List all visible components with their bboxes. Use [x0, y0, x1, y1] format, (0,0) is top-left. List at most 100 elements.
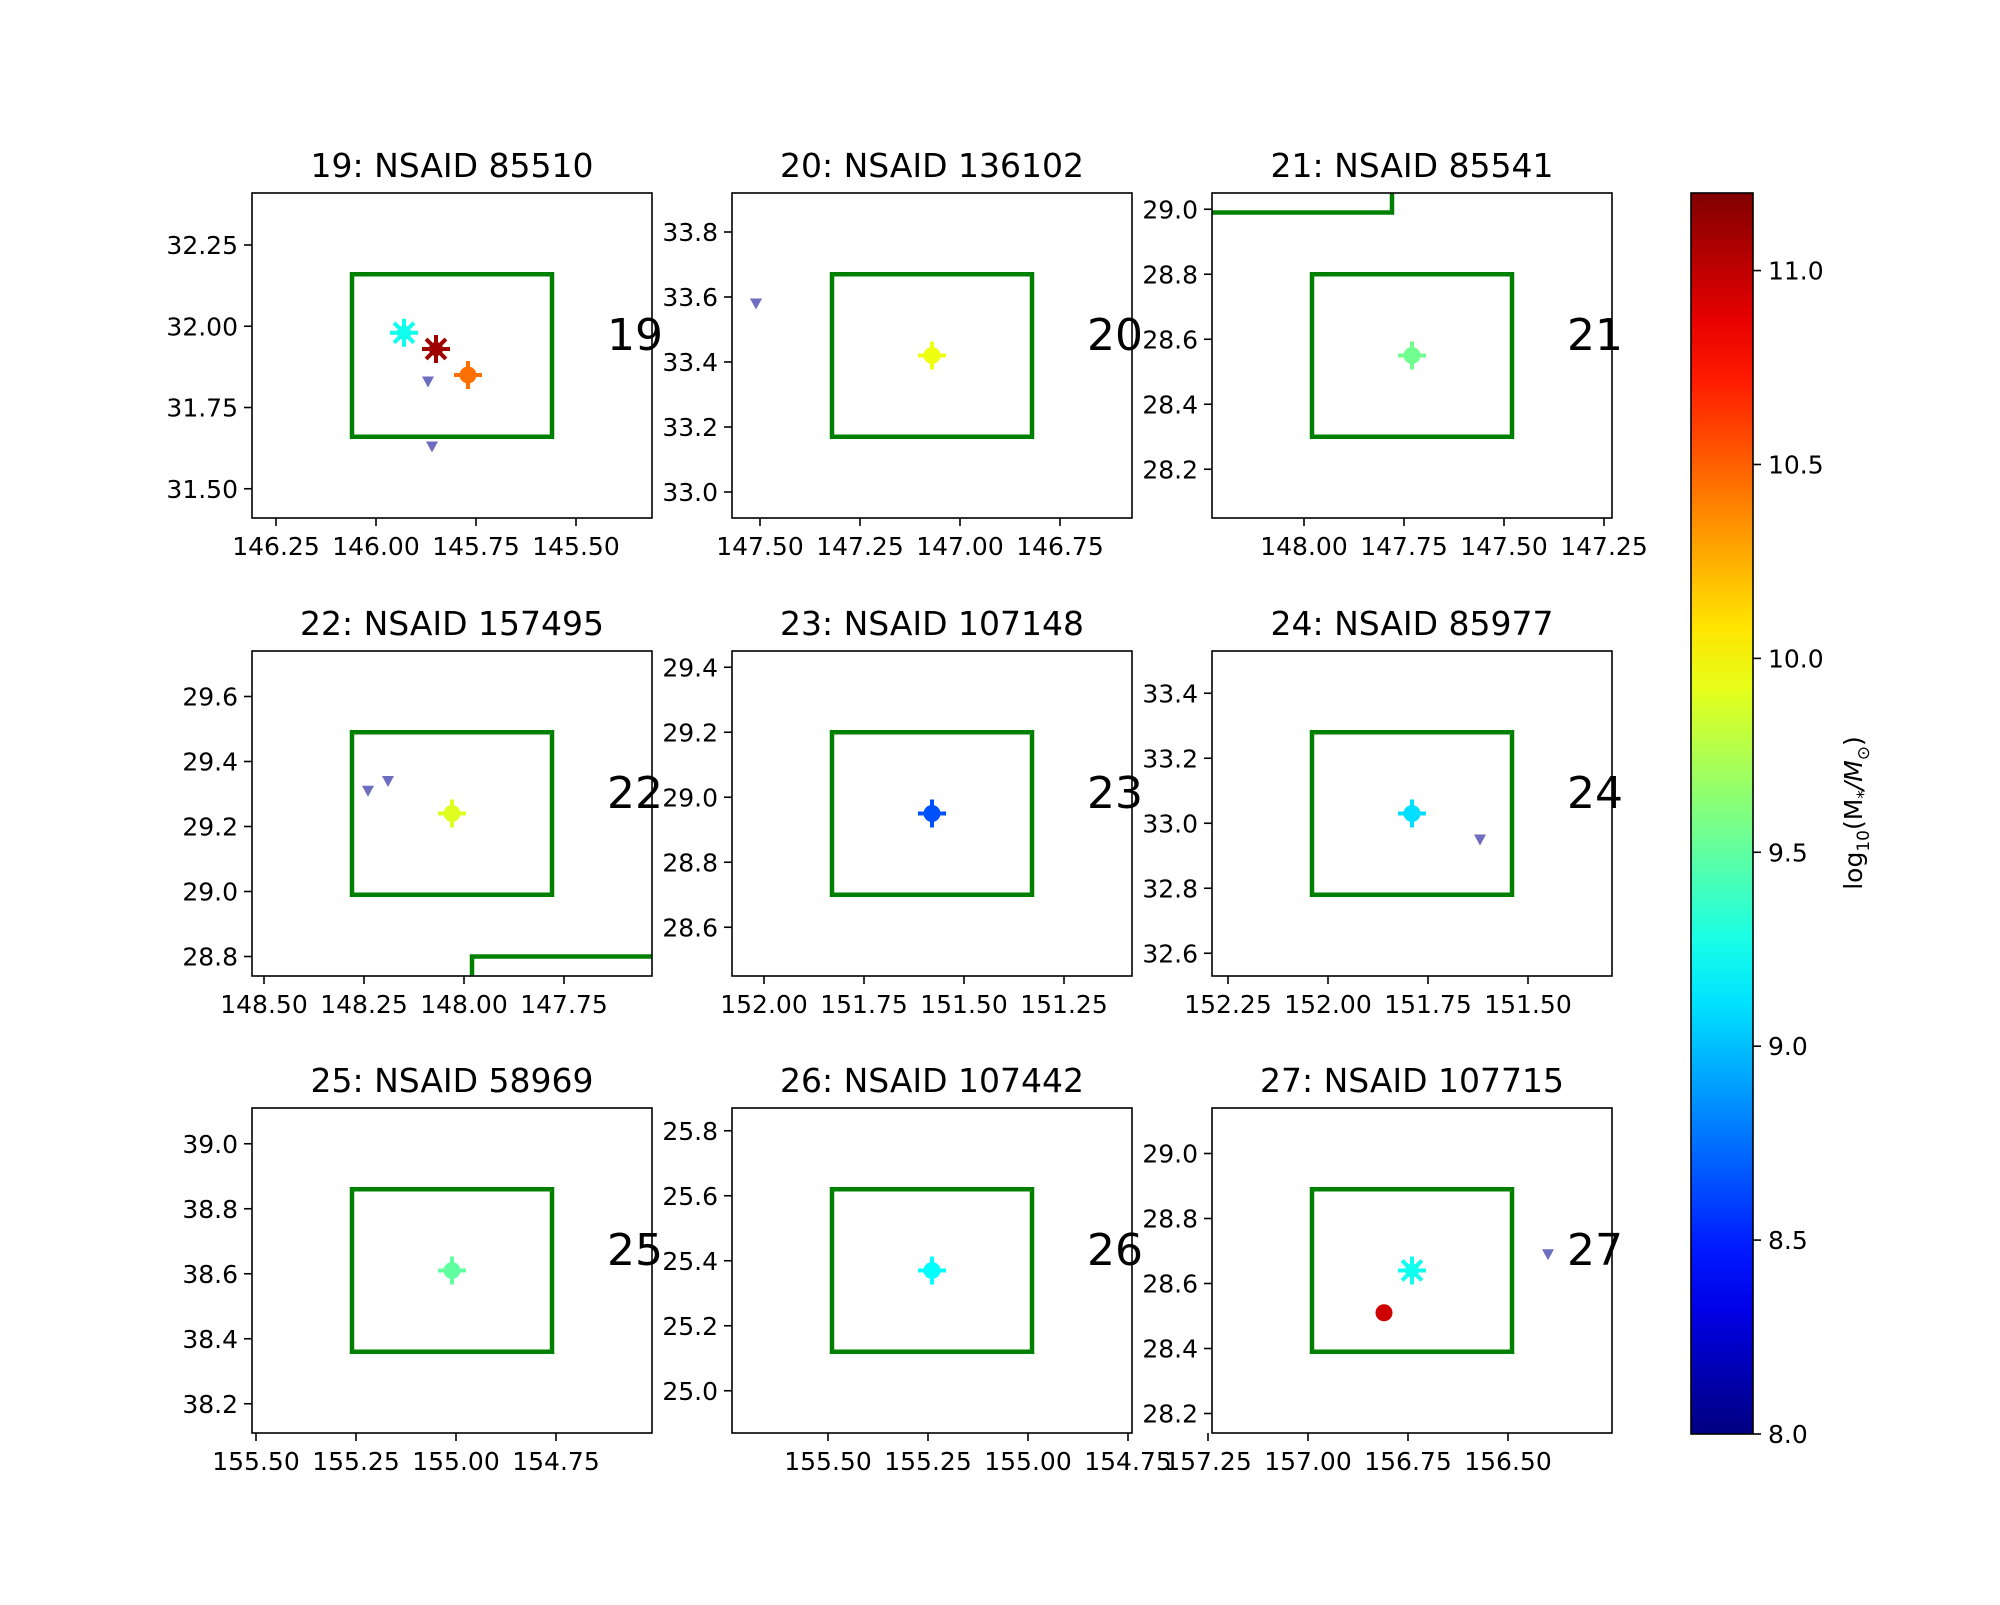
y-tick-label: 25.6 — [662, 1182, 718, 1211]
axes-frame — [731, 192, 1133, 519]
y-tick-label: 33.6 — [662, 283, 718, 312]
x-tick-label: 155.25 — [884, 1447, 971, 1476]
x-tick-label: 148.50 — [220, 990, 307, 1019]
y-tick-label: 33.2 — [662, 413, 718, 442]
y-tick-label: 28.8 — [1142, 1205, 1198, 1234]
y-tick-label: 38.8 — [182, 1195, 238, 1224]
plot-area — [750, 272, 1035, 439]
y-tick-label: 28.4 — [1142, 1335, 1198, 1364]
x-tick-label: 151.75 — [820, 990, 907, 1019]
y-tick-label: 38.6 — [182, 1260, 238, 1289]
x-tick-label: 148.25 — [320, 990, 407, 1019]
x-tick-label: 147.50 — [716, 532, 803, 561]
galaxy-point — [918, 341, 946, 370]
colorbar-tick-label: 9.0 — [1768, 1032, 1808, 1061]
galaxy-point-star — [422, 335, 450, 363]
y-tick-label: 28.2 — [1142, 1400, 1198, 1429]
x-tick-label: 155.25 — [312, 1447, 399, 1476]
panel-index-label: 21 — [1567, 310, 1623, 361]
y-tick-label: 38.2 — [182, 1390, 238, 1419]
panel-index-label: 22 — [607, 768, 663, 819]
colorbar-tick-label: 10.5 — [1768, 450, 1824, 479]
y-tick-label: 28.6 — [662, 913, 718, 942]
x-tick-label: 154.75 — [1084, 1447, 1171, 1476]
panel-grid: 146.25 146.00 145.75 145.50 31.50 31.75 32.00 3… — [166, 146, 1647, 1476]
plot-area — [349, 1187, 555, 1354]
y-tick-label: 28.8 — [182, 943, 238, 972]
y-tick-label: 28.8 — [1142, 260, 1198, 289]
galaxy-point — [438, 799, 466, 828]
y-tick-label: 29.0 — [662, 783, 718, 812]
panel-27: 157.25 157.00 156.75 156.50 28.2 28.4 28.6 28.8… — [1142, 1061, 1623, 1476]
colorbar-tick-label: 8.5 — [1768, 1226, 1808, 1255]
plot-area — [349, 272, 555, 453]
panel-21: 148.00 147.75 147.50 147.25 28.2 28.4 28.6 28.8… — [1142, 146, 1647, 561]
colorbar-ticks: 8.0 8.5 9.0 9.5 10.0 10.5 11.0 — [1753, 257, 1824, 1449]
y-tick-label: 29.2 — [182, 813, 238, 842]
upper-limit-point — [362, 785, 374, 797]
x-tick-label: 151.25 — [1020, 990, 1107, 1019]
field-box — [829, 272, 1035, 439]
y-tick-label: 33.2 — [1142, 744, 1198, 773]
panel-title: 19: NSAID 85510 — [310, 146, 593, 185]
panel-index-label: 19 — [607, 310, 663, 361]
galaxy-point-circle — [1375, 1304, 1393, 1322]
axes-frame — [731, 650, 1133, 977]
y-tick-label: 29.0 — [182, 878, 238, 907]
x-tick-label: 157.00 — [1264, 1447, 1351, 1476]
x-tick-label: 146.75 — [1016, 532, 1103, 561]
plot-area — [349, 730, 652, 976]
panel-title: 20: NSAID 136102 — [780, 146, 1084, 185]
y-tick-label: 31.75 — [166, 394, 238, 423]
panel-25: 155.50 155.25 155.00 154.75 38.2 38.4 38.6 38.8… — [182, 1061, 663, 1476]
panel-24: 152.25 152.00 151.75 151.50 32.6 32.8 33.0 33.2… — [1142, 604, 1623, 1019]
field-box — [1309, 1187, 1515, 1354]
panel-title: 26: NSAID 107442 — [780, 1061, 1084, 1100]
colorbar-label: log10(M*/M⊙) — [1839, 736, 1874, 890]
axes-frame — [251, 650, 653, 977]
galaxy-point — [918, 1256, 946, 1285]
galaxy-point-star — [1398, 1256, 1426, 1285]
field-box — [829, 1187, 1035, 1354]
y-tick-label: 32.8 — [1142, 874, 1198, 903]
field-box — [829, 730, 1035, 897]
y-tick-label: 28.2 — [1142, 455, 1198, 484]
colorbar-gradient — [1690, 192, 1754, 1435]
panel-23: 152.00 151.75 151.50 151.25 28.6 28.8 29.0 29.2… — [662, 604, 1143, 1019]
y-tick-label: 29.0 — [1142, 195, 1198, 224]
upper-limit-point — [426, 441, 438, 453]
upper-limit-point — [1474, 834, 1486, 846]
panel-index-label: 27 — [1567, 1225, 1623, 1276]
y-tick-label: 33.0 — [662, 478, 718, 507]
field-box — [349, 1187, 555, 1354]
x-tick-label: 154.75 — [512, 1447, 599, 1476]
plot-area — [1309, 1187, 1554, 1354]
y-tick-label: 28.6 — [1142, 1270, 1198, 1299]
x-tick-label: 157.25 — [1164, 1447, 1251, 1476]
plot-area — [1212, 193, 1515, 439]
panel-index-label: 26 — [1087, 1225, 1143, 1276]
panel-index-label: 25 — [607, 1225, 663, 1276]
galaxy-point-star — [390, 318, 418, 347]
x-tick-label: 152.00 — [720, 990, 807, 1019]
panel-title: 23: NSAID 107148 — [780, 604, 1084, 643]
axes-frame — [1211, 192, 1613, 519]
panel-title: 21: NSAID 85541 — [1270, 146, 1553, 185]
panel-title: 25: NSAID 58969 — [310, 1061, 593, 1100]
field-box — [1309, 272, 1515, 439]
panel-19: 146.25 146.00 145.75 145.50 31.50 31.75 32.00 3… — [166, 146, 663, 561]
panel-title: 27: NSAID 107715 — [1260, 1061, 1564, 1100]
axes-frame — [731, 1107, 1133, 1434]
x-tick-label: 148.00 — [1260, 532, 1347, 561]
y-tick-label: 29.6 — [182, 683, 238, 712]
axes-frame — [1211, 650, 1613, 977]
galaxy-point — [1398, 799, 1426, 828]
upper-limit-point — [750, 298, 762, 310]
plot-area — [829, 1187, 1035, 1354]
panel-title: 22: NSAID 157495 — [300, 604, 604, 643]
x-tick-label: 145.50 — [532, 532, 619, 561]
y-tick-label: 32.6 — [1142, 939, 1198, 968]
y-tick-label: 32.00 — [166, 312, 238, 341]
